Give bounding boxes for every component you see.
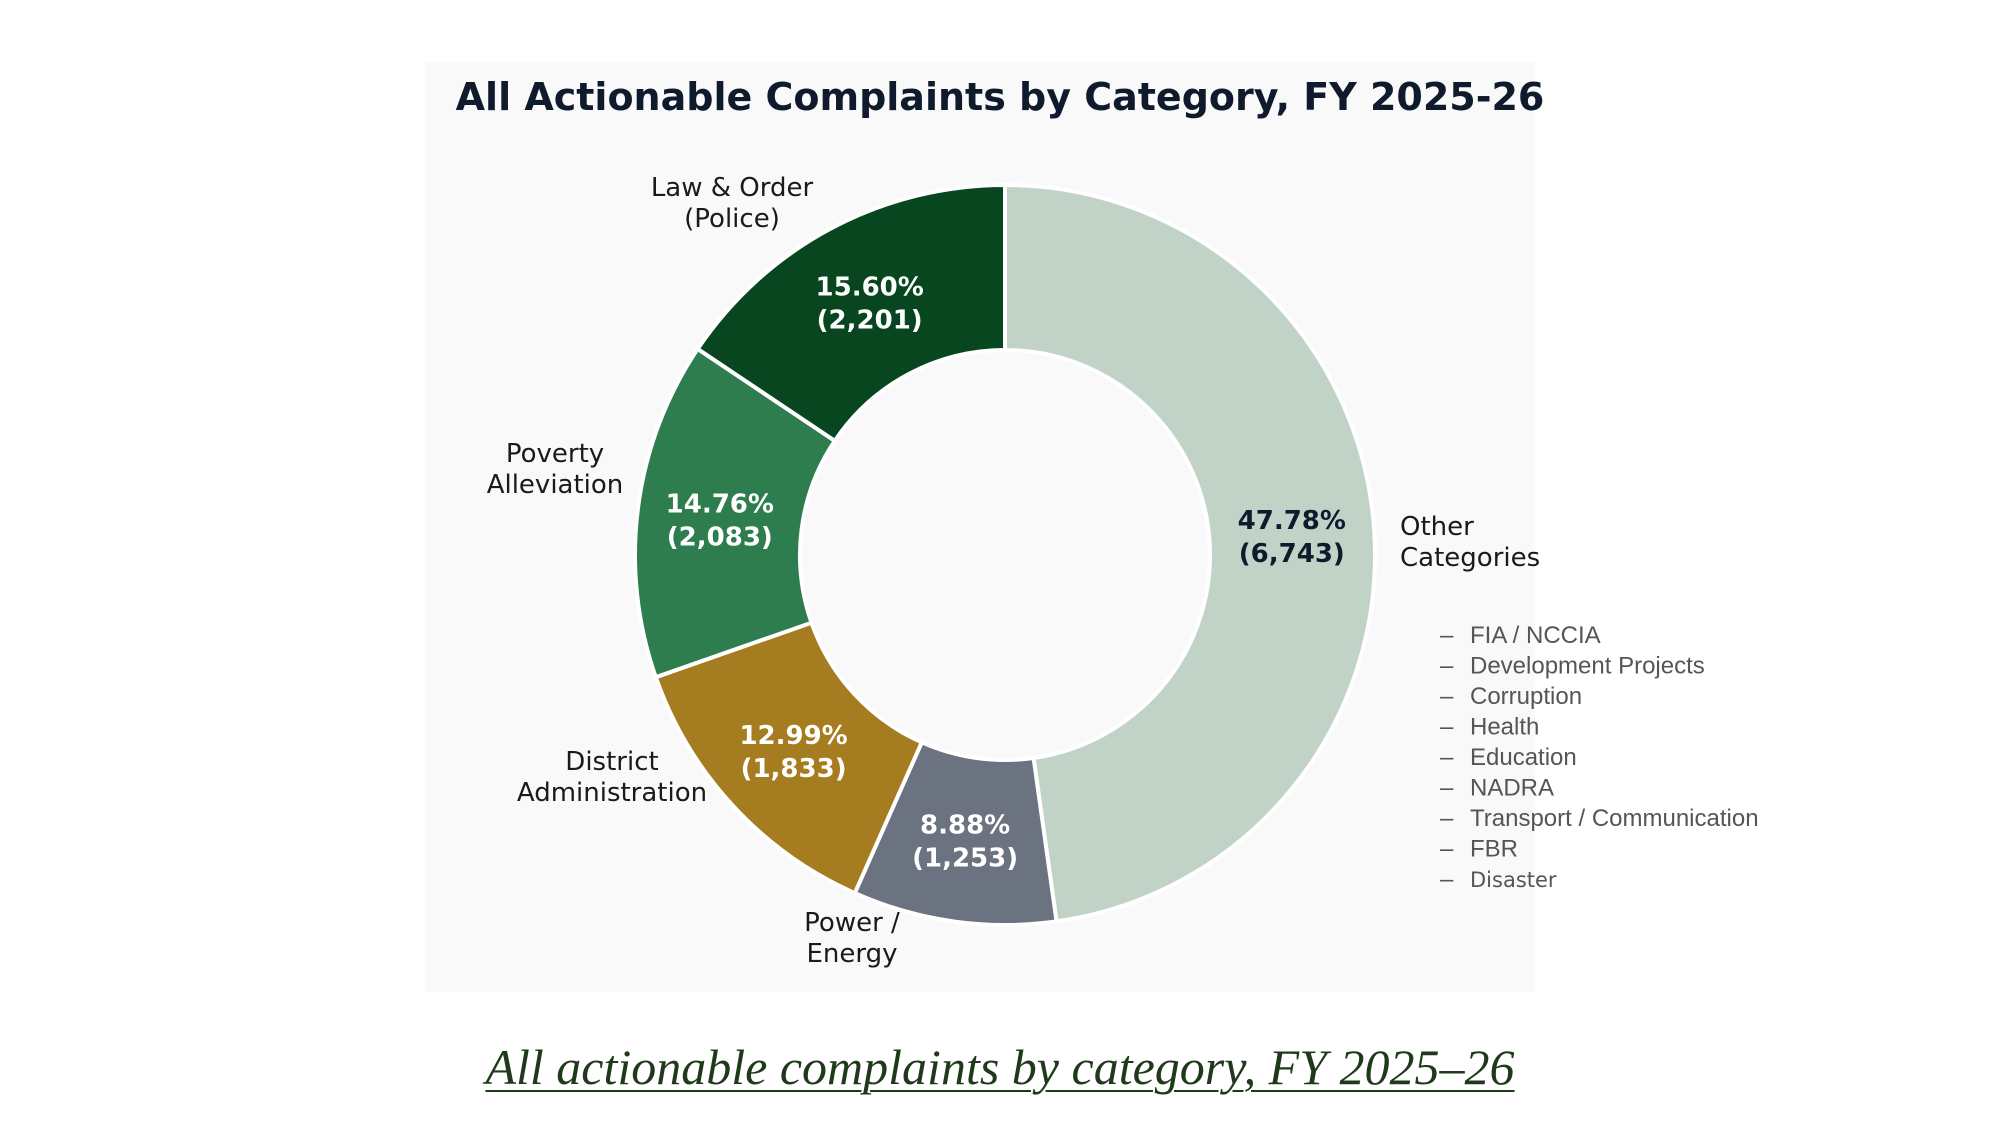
- other-category-dash-1: –: [1440, 653, 1454, 680]
- slice-4: [694, 182, 1007, 444]
- slice-value-label-4: 15.60% (2,201): [816, 272, 924, 335]
- slice-value-label-1: 8.88% (1,253): [912, 811, 1018, 874]
- other-category-dash-3: –: [1440, 714, 1454, 741]
- other-category-dash-5: –: [1440, 775, 1454, 802]
- other-category-dash-0: –: [1440, 622, 1454, 649]
- figure-caption: All actionable complaints by category, F…: [485, 1039, 1515, 1095]
- slice-category-label-4: Law & Order (Police): [651, 173, 814, 234]
- slice-category-label-0: Other Categories: [1400, 512, 1540, 573]
- slice-value-label-0: 47.78% (6,743): [1238, 506, 1346, 569]
- slice-value-label-3: 14.76% (2,083): [666, 490, 774, 553]
- chart-title: All Actionable Complaints by Category, F…: [456, 75, 1545, 119]
- other-category-item-3: Health: [1470, 714, 1539, 741]
- other-category-item-5: NADRA: [1470, 775, 1554, 802]
- slice-value-label-2: 12.99% (1,833): [739, 721, 847, 784]
- slice-category-label-3: Poverty Alleviation: [487, 439, 624, 500]
- other-category-item-1: Development Projects: [1470, 653, 1705, 680]
- other-category-item-2: Corruption: [1470, 683, 1582, 710]
- other-category-item-8: Disaster: [1470, 868, 1557, 892]
- other-category-dash-2: –: [1440, 683, 1454, 710]
- slice-category-label-2: District Administration: [517, 747, 707, 808]
- donut-slices: [633, 182, 1377, 927]
- slice-category-label-1: Power / Energy: [804, 908, 900, 969]
- slice-labels: 47.78% (6,743) Other Categories 8.88% (1,253)…: [487, 173, 1540, 969]
- other-category-dash-4: –: [1440, 744, 1454, 771]
- slice-3: [633, 346, 838, 680]
- other-category-dash-6: –: [1440, 805, 1454, 832]
- other-category-dash-7: –: [1440, 836, 1454, 863]
- other-category-dash-8: –: [1440, 866, 1454, 893]
- other-category-item-4: Education: [1470, 744, 1577, 771]
- other-category-item-0: FIA / NCCIA: [1470, 622, 1601, 649]
- slice-0: [1003, 182, 1377, 924]
- other-categories-list: – FIA / NCCIA– Development Projects– Corrup…: [1440, 622, 1759, 893]
- other-category-item-6: Transport / Communication: [1470, 805, 1759, 832]
- other-category-item-7: FBR: [1470, 836, 1518, 863]
